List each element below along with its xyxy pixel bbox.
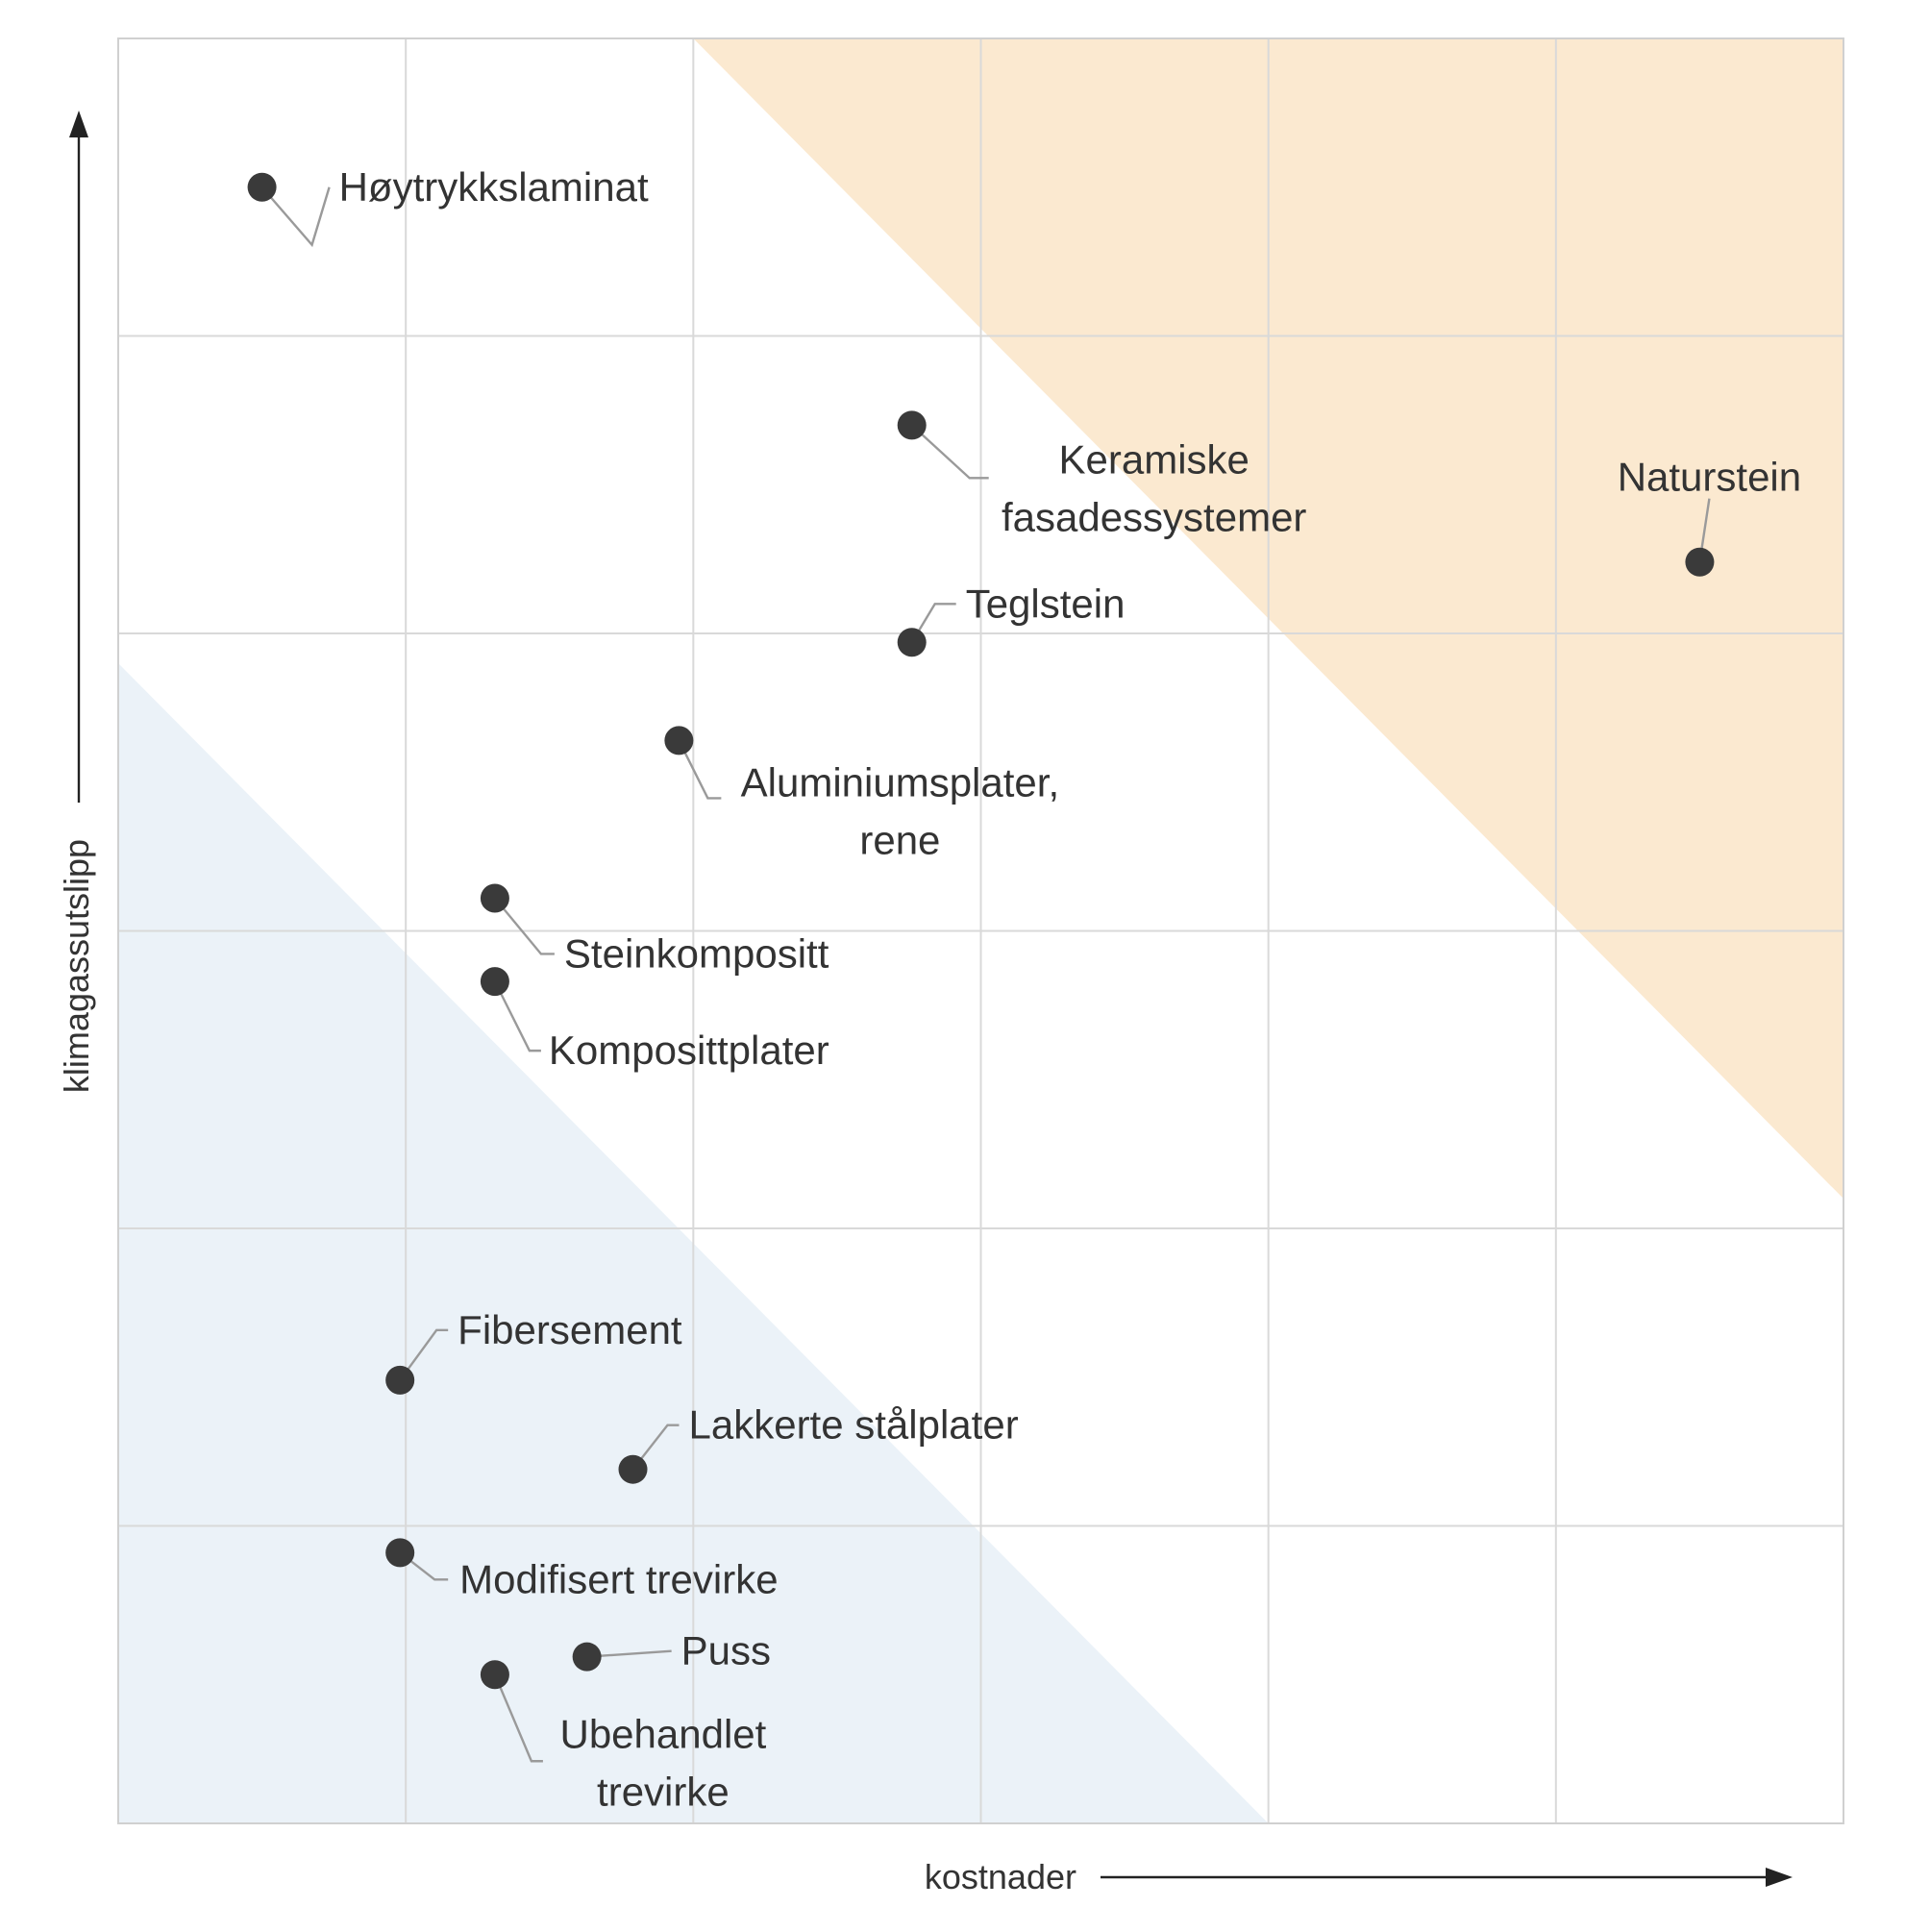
point-label: Fibersement — [458, 1307, 682, 1352]
scatter-point — [480, 1660, 509, 1690]
y-axis-title: klimagassutslipp — [57, 839, 96, 1093]
point-label-line: Høytrykkslaminat — [339, 164, 649, 210]
point-label-line: Aluminiumsplater, — [741, 759, 1059, 805]
point-label-line: Teglstein — [966, 581, 1126, 626]
data-point: Modifisert trevirke — [385, 1538, 779, 1601]
point-label: Lakkerte stålplater — [689, 1402, 1019, 1448]
scatter-point — [897, 628, 927, 657]
data-point: Puss — [572, 1628, 771, 1673]
scatter-point — [385, 1538, 415, 1568]
point-label-line: Lakkerte stålplater — [689, 1402, 1019, 1448]
leader-line — [910, 603, 956, 643]
scatter-point — [618, 1454, 648, 1484]
point-label: Høytrykkslaminat — [339, 164, 649, 210]
y-axis: klimagassutslipp — [57, 111, 96, 1093]
point-label-line: trevirke — [597, 1769, 730, 1814]
grid-layer — [118, 38, 1843, 1823]
data-point: Fibersement — [385, 1307, 682, 1395]
leader-line — [493, 980, 541, 1053]
point-label-line: Puss — [681, 1628, 771, 1673]
x-axis-title: kostnader — [925, 1857, 1076, 1896]
leader-line — [910, 424, 989, 480]
x-axis: kostnader — [925, 1857, 1793, 1896]
leader-line — [260, 186, 331, 248]
point-label: Teglstein — [966, 581, 1126, 626]
leader-line — [631, 1424, 680, 1471]
data-point: Høytrykkslaminat — [247, 164, 649, 248]
scatter-point — [480, 967, 509, 997]
scatter-point — [385, 1365, 415, 1395]
data-point: Keramiske fasadessystemer — [897, 410, 1306, 539]
point-label-line: Steinkompositt — [564, 930, 829, 976]
point-label-line: rene — [859, 817, 940, 862]
scatter-point — [247, 172, 277, 202]
data-point: Teglstein — [897, 581, 1126, 657]
point-label: Modifisert trevirke — [459, 1556, 778, 1601]
data-point: Aluminiumsplater, rene — [664, 726, 1059, 862]
data-point: Naturstein — [1618, 455, 1801, 577]
x-axis-arrowhead — [1766, 1868, 1793, 1887]
point-label-line: Modifisert trevirke — [459, 1556, 778, 1601]
point-label-line: Komposittplater — [549, 1028, 829, 1073]
point-label-line: Fibersement — [458, 1307, 682, 1352]
scatter-point — [1685, 547, 1715, 577]
data-point: Komposittplater — [480, 967, 829, 1073]
y-axis-arrowhead — [69, 111, 88, 137]
data-point: Steinkompositt — [480, 883, 829, 976]
point-label: Naturstein — [1618, 455, 1801, 500]
point-label: Ubehandlet trevirke — [559, 1711, 766, 1814]
leader-line — [399, 1551, 449, 1581]
scatter-point — [664, 726, 694, 755]
point-label: Komposittplater — [549, 1028, 829, 1073]
data-point: Ubehandlet trevirke — [480, 1660, 767, 1814]
scatter-point — [897, 410, 927, 440]
point-label: Keramiske fasadessystemer — [1002, 436, 1306, 539]
point-label: Puss — [681, 1628, 771, 1673]
leader-line — [678, 739, 722, 800]
point-label-line: Keramiske — [1058, 436, 1249, 482]
leader-line — [399, 1328, 449, 1381]
point-label: Steinkompositt — [564, 930, 829, 976]
point-label: Aluminiumsplater, rene — [741, 759, 1059, 862]
point-label-line: fasadessystemer — [1002, 494, 1306, 539]
point-label-line: Naturstein — [1618, 455, 1801, 500]
scatter-point — [480, 883, 509, 913]
plot-frame — [117, 37, 1844, 1824]
point-label-line: Ubehandlet — [559, 1711, 766, 1756]
leader-line — [493, 897, 555, 955]
points-layer: Høytrykkslaminat Keramiske fasadessystemer… — [247, 164, 1801, 1814]
data-point: Lakkerte stålplater — [618, 1402, 1019, 1484]
scatter-point — [572, 1642, 602, 1672]
leader-line — [493, 1673, 543, 1763]
